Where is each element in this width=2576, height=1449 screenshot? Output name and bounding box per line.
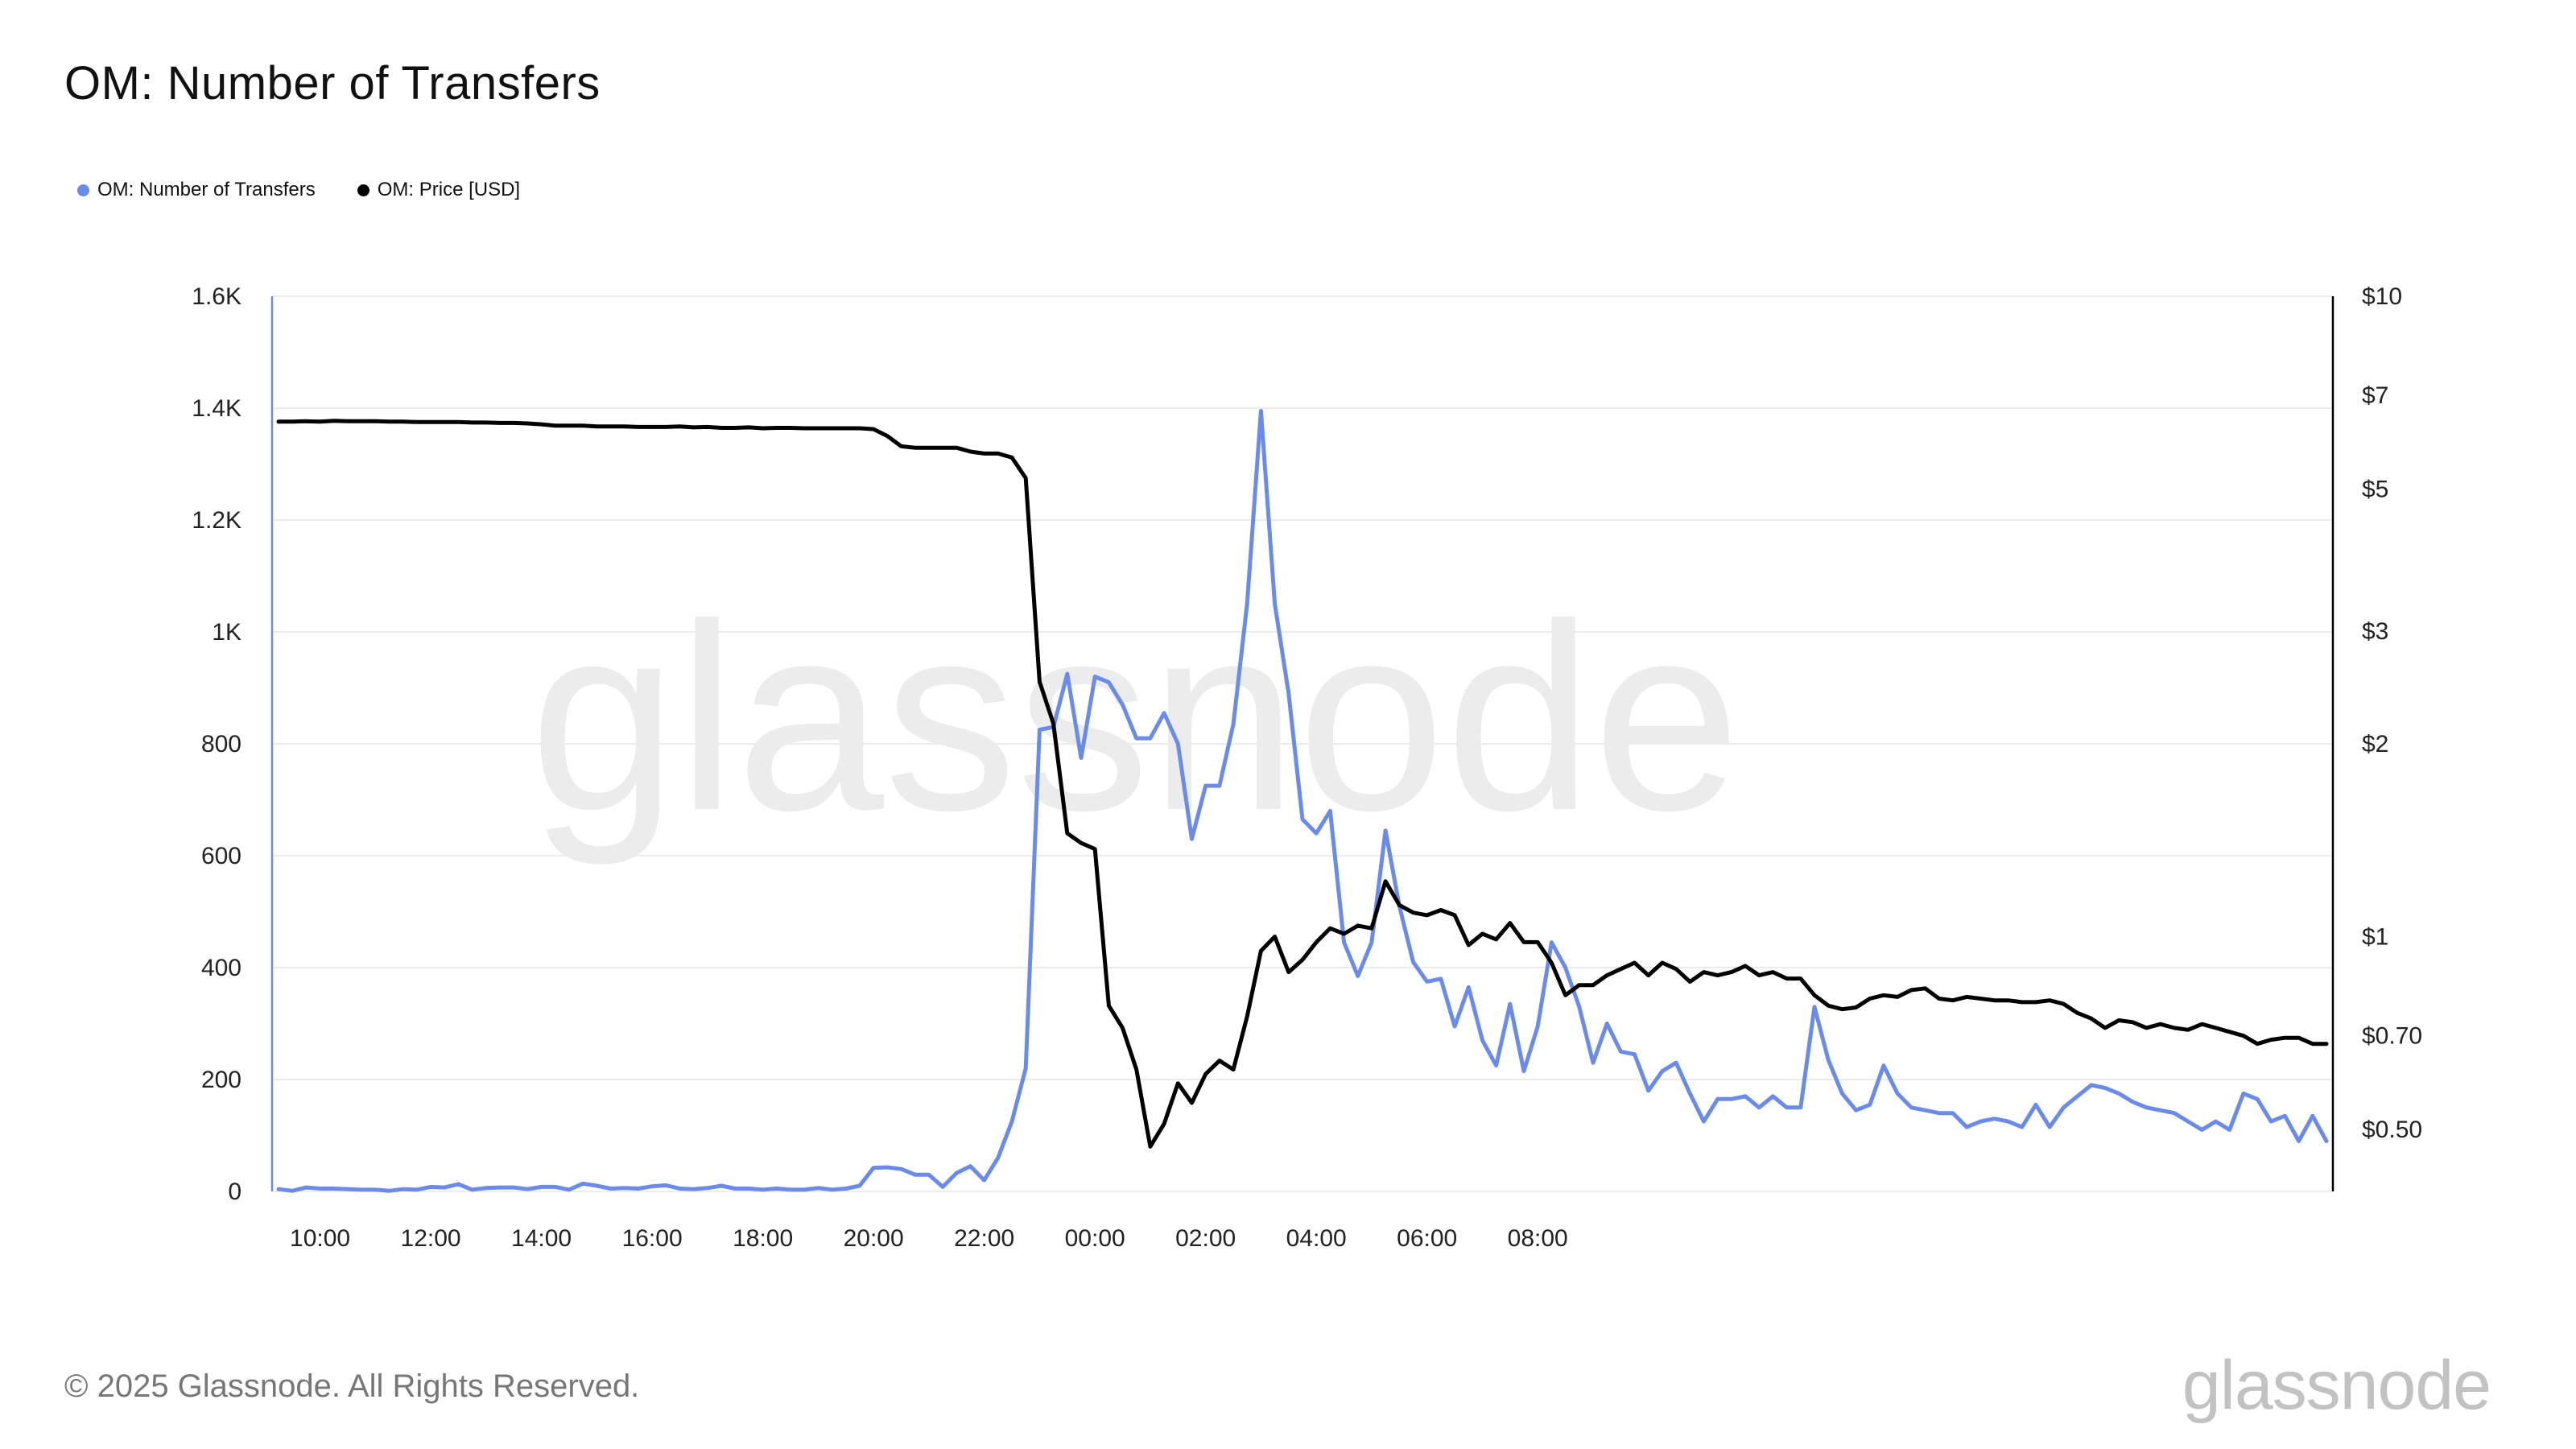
footer-copyright: © 2025 Glassnode. All Rights Reserved. bbox=[64, 1368, 640, 1404]
y-left-tick-label: 1.4K bbox=[192, 395, 242, 422]
y-right-tick-label: $1 bbox=[2362, 923, 2388, 950]
x-tick-label: 14:00 bbox=[511, 1225, 572, 1252]
legend-item-transfers[interactable]: OM: Number of Transfers bbox=[77, 179, 316, 201]
y-left-tick-label: 1.6K bbox=[192, 283, 242, 310]
legend: OM: Number of Transfers OM: Price [USD] bbox=[77, 179, 520, 201]
footer-logo: glassnode bbox=[2182, 1347, 2491, 1424]
y-right-tick-label: $7 bbox=[2362, 382, 2388, 409]
y-left-tick-label: 400 bbox=[201, 955, 242, 981]
tick-labels: 0 200 400 600 800 1K 1.2K 1.4K 1.6K $0.50 $0.70 $1 $… bbox=[192, 283, 2422, 1252]
x-tick-label: 10:00 bbox=[290, 1225, 350, 1252]
x-tick-label: 02:00 bbox=[1175, 1225, 1236, 1252]
y-left-tick-label: 600 bbox=[201, 843, 242, 869]
x-tick-label: 20:00 bbox=[844, 1225, 904, 1252]
y-right-tick-label: $0.50 bbox=[2362, 1117, 2422, 1143]
y-left-tick-label: 800 bbox=[201, 731, 242, 758]
x-tick-label: 16:00 bbox=[622, 1225, 683, 1252]
watermark: glassnode bbox=[530, 568, 1741, 867]
y-right-tick-label: $5 bbox=[2362, 476, 2388, 502]
x-tick-label: 18:00 bbox=[733, 1225, 793, 1252]
axes bbox=[270, 296, 2334, 1191]
x-tick-label: 00:00 bbox=[1065, 1225, 1125, 1252]
gridlines bbox=[272, 295, 2333, 1192]
y-left-tick-label: 1K bbox=[212, 619, 242, 646]
chart-title: OM: Number of Transfers bbox=[64, 57, 601, 109]
x-tick-label: 08:00 bbox=[1508, 1225, 1568, 1252]
legend-dot-transfers bbox=[77, 184, 89, 196]
series-line-transfers bbox=[276, 409, 2329, 1193]
legend-dot-price bbox=[357, 184, 369, 196]
y-left-tick-label: 200 bbox=[201, 1067, 242, 1093]
y-left-tick-label: 0 bbox=[228, 1179, 242, 1205]
y-right-tick-label: $2 bbox=[2362, 731, 2388, 758]
y-right-tick-label: $0.70 bbox=[2362, 1023, 2422, 1050]
y-right-tick-label: $10 bbox=[2362, 283, 2402, 310]
x-tick-label: 12:00 bbox=[401, 1225, 461, 1252]
legend-item-price[interactable]: OM: Price [USD] bbox=[357, 179, 520, 201]
series-line-price bbox=[276, 419, 2329, 1149]
y-left-tick-label: 1.2K bbox=[192, 507, 242, 534]
legend-label-price: OM: Price [USD] bbox=[377, 179, 521, 200]
legend-label-transfers: OM: Number of Transfers bbox=[97, 179, 316, 200]
series-group bbox=[276, 409, 2329, 1193]
x-tick-label: 04:00 bbox=[1286, 1225, 1347, 1252]
x-tick-label: 22:00 bbox=[954, 1225, 1014, 1252]
y-right-tick-label: $3 bbox=[2362, 618, 2388, 645]
x-tick-label: 06:00 bbox=[1397, 1225, 1457, 1252]
